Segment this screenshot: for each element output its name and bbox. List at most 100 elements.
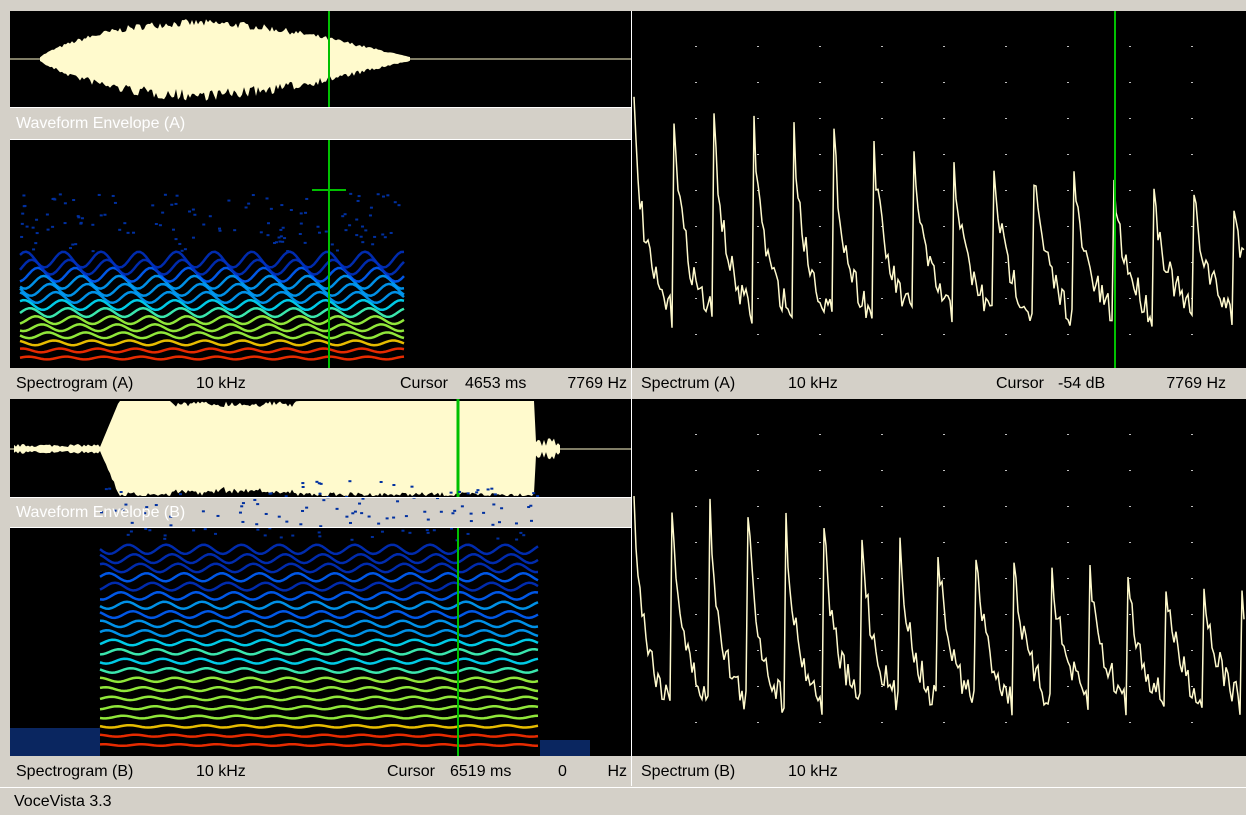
noise	[21, 212, 25, 215]
grid-dot	[1129, 650, 1131, 651]
noise	[341, 215, 345, 218]
grid-dot	[1067, 470, 1069, 471]
grid-dot	[1191, 578, 1193, 579]
noise	[392, 516, 396, 519]
noise	[283, 237, 287, 240]
harmonic	[19, 323, 405, 333]
panel-range: 10 kHz	[196, 375, 246, 392]
harmonic	[99, 647, 539, 656]
noise	[357, 195, 361, 198]
noise	[266, 222, 270, 225]
noise	[536, 495, 540, 498]
noise	[348, 521, 352, 524]
grid-dot	[943, 650, 945, 651]
grid-dot	[1191, 334, 1193, 335]
grid-dot	[943, 82, 945, 83]
grid-dot	[695, 686, 697, 687]
grid-dot	[1191, 470, 1193, 471]
noise	[80, 217, 84, 220]
cursor-freq: 7769 Hz	[1166, 375, 1226, 392]
grid-dot	[1067, 542, 1069, 543]
grid-dot	[819, 226, 821, 227]
noise	[72, 199, 76, 202]
noise	[469, 520, 473, 523]
grid-dot	[1191, 82, 1193, 83]
cursor-time: 6519 ms	[450, 763, 511, 780]
noise	[191, 208, 195, 211]
noise	[318, 231, 322, 234]
noise	[169, 515, 173, 518]
grid-dot	[881, 506, 883, 507]
grid-dot	[881, 154, 883, 155]
grid-dot	[695, 434, 697, 435]
grid-dot	[881, 686, 883, 687]
noise	[301, 482, 305, 485]
noise	[163, 537, 167, 540]
noise	[130, 521, 134, 524]
noise	[113, 509, 117, 512]
noise	[299, 212, 303, 215]
noise	[178, 242, 182, 245]
noise	[126, 231, 130, 234]
noise	[330, 243, 334, 246]
grid-dot	[1067, 506, 1069, 507]
grid-dot	[943, 154, 945, 155]
noise	[469, 512, 473, 515]
grid-dot	[819, 262, 821, 263]
noise	[381, 233, 385, 236]
noise	[113, 201, 117, 204]
noise	[426, 531, 430, 534]
harmonic	[99, 742, 539, 748]
noise	[268, 527, 272, 530]
noise	[145, 506, 149, 509]
noise	[279, 228, 283, 231]
noise	[170, 203, 174, 206]
noise	[279, 235, 283, 238]
grid-dot	[819, 434, 821, 435]
panel-label: Spectrogram (A)	[16, 375, 133, 392]
noise	[408, 531, 412, 534]
noise	[377, 522, 381, 525]
noise	[132, 231, 136, 234]
noise	[277, 515, 281, 518]
grid-dot	[881, 226, 883, 227]
grid-dot	[1129, 298, 1131, 299]
frame	[10, 11, 632, 786]
noise	[393, 201, 397, 204]
grid-dot	[695, 470, 697, 471]
noise	[77, 216, 81, 219]
grid-dot	[1191, 190, 1193, 191]
grid-dot	[881, 334, 883, 335]
noise	[349, 192, 353, 195]
grid-dot	[943, 118, 945, 119]
grid-dot	[1005, 542, 1007, 543]
noise	[397, 204, 401, 207]
noise	[34, 242, 38, 245]
noise	[172, 228, 176, 231]
noise	[52, 197, 56, 200]
noise	[124, 503, 128, 506]
grid-dot	[1067, 722, 1069, 723]
noise	[345, 515, 349, 518]
noise	[218, 229, 222, 232]
harmonic	[19, 274, 405, 290]
grid-dot	[1067, 434, 1069, 435]
grid-dot	[943, 334, 945, 335]
harmonic	[19, 306, 405, 319]
noise	[335, 507, 339, 510]
noise	[202, 223, 206, 226]
noise	[385, 517, 389, 520]
grid-dot	[1191, 614, 1193, 615]
noise	[238, 511, 242, 514]
grid-dot	[1005, 650, 1007, 651]
cursor-label: Cursor	[387, 763, 436, 780]
noise	[277, 236, 281, 239]
grid-dot	[757, 686, 759, 687]
grid-dot	[1005, 46, 1007, 47]
noise	[227, 199, 231, 202]
grid-dot	[695, 578, 697, 579]
grid-dot	[757, 298, 759, 299]
grid-dot	[695, 298, 697, 299]
noise	[361, 497, 365, 500]
noise	[299, 222, 303, 225]
